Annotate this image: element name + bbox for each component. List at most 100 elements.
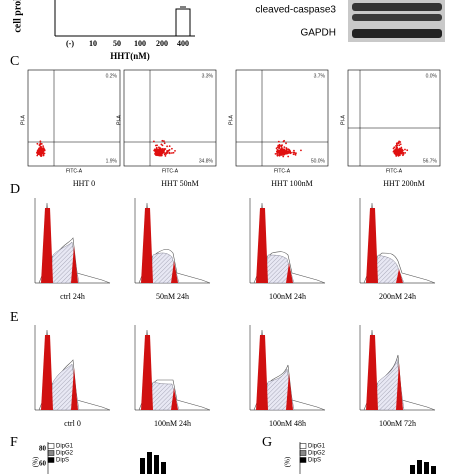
band [352, 3, 442, 11]
axis-label: FITC-A [66, 168, 83, 174]
cell-dot [395, 152, 398, 154]
cell-dot [42, 154, 45, 157]
cell-dot [399, 143, 402, 146]
panel-label: F [10, 435, 18, 450]
cell-dot [168, 151, 171, 154]
cell-dot [155, 146, 158, 149]
caption: 100nM 24h [269, 292, 306, 301]
caption: 100nM 72h [379, 419, 416, 428]
s-phase [263, 254, 295, 284]
cell-dot [279, 148, 282, 151]
g1-peak [366, 335, 378, 410]
axis-label: PI-A [116, 114, 122, 124]
cell-dot [395, 142, 398, 145]
cell-dot [161, 139, 164, 142]
cell-dot [43, 152, 46, 155]
cell-dot [163, 148, 166, 151]
cell-dot [293, 149, 295, 152]
g1-peak [41, 208, 53, 283]
g1-peak [41, 335, 53, 410]
cell-cycle-histogram: 100nM 72h [359, 325, 436, 428]
x-tick-label: 10 [89, 39, 97, 48]
percent: 0.0% [426, 73, 438, 79]
cell-cycle-histogram: 200nM 24h [359, 198, 436, 301]
cell-dot [37, 148, 40, 151]
cell-dot [287, 155, 290, 158]
cell-dot [164, 153, 167, 155]
x-tick-label: 100 [134, 39, 146, 48]
cell-dot [157, 151, 160, 154]
bar [161, 462, 166, 474]
cell-dot [159, 149, 162, 152]
cell-dot [162, 150, 165, 153]
cell-dot [398, 149, 401, 152]
caption: HHT 200nM [383, 179, 424, 188]
cell-dot [399, 152, 402, 155]
caption: HHT 100nM [271, 179, 312, 188]
cell-dot [398, 154, 401, 157]
cell-dot [396, 147, 398, 150]
y-tick-label: 60 [39, 460, 47, 468]
cell-cycle-histogram: ctrl 24h [34, 198, 111, 301]
s-phase [148, 252, 180, 284]
cell-cycle-histogram: 100nM 48h [249, 325, 326, 428]
panel-label: E [10, 310, 19, 325]
caption: 200nM 24h [379, 292, 416, 301]
cell-dot [277, 150, 280, 153]
cell-dot [158, 150, 160, 152]
cell-dot [172, 151, 175, 154]
s-phase [373, 254, 405, 284]
panel-label: C [10, 54, 19, 69]
cell-dot [166, 149, 169, 152]
cell-dot [404, 148, 406, 151]
cell-dot [161, 148, 164, 150]
cell-dot [395, 149, 397, 152]
legend-label: DipG1 [56, 444, 74, 450]
cell-dot [404, 151, 407, 154]
panel-label: D [10, 182, 20, 197]
caption: ctrl 24h [60, 292, 85, 301]
blot-label: GAPDH [300, 28, 336, 39]
cell-dot [41, 150, 43, 153]
cell-dot [38, 151, 41, 154]
cell-cycle-histogram: 100nM 24h [134, 325, 211, 428]
g2-peak [396, 363, 403, 410]
bar [147, 452, 152, 474]
cell-dot [396, 144, 399, 147]
x-tick-label: 200 [156, 39, 168, 48]
cell-dot [279, 151, 281, 154]
s-phase [263, 368, 295, 411]
cell-dot [38, 149, 41, 152]
bar [424, 462, 429, 474]
cell-dot [278, 144, 281, 147]
legend-swatch [299, 450, 307, 456]
g2-peak [286, 373, 293, 410]
y-label: cell proli [12, 0, 23, 33]
s-phase [48, 241, 80, 284]
cell-dot [282, 150, 285, 153]
cell-dot [276, 154, 279, 157]
caption: 100nM 24h [154, 419, 191, 428]
flow-plot: 0.0% 56.7% PI-A FITC-A HHT 200nM [340, 69, 441, 188]
legend-swatch [47, 443, 55, 449]
x-tick-label: 50 [113, 39, 121, 48]
bar [431, 466, 436, 474]
cell-dot [158, 153, 161, 156]
s-phase [48, 363, 80, 411]
cell-dot [278, 154, 281, 157]
axis-label: FITC-A [162, 168, 179, 174]
cell-dot [280, 151, 283, 154]
cell-dot [42, 145, 45, 148]
band [352, 29, 442, 38]
cell-dot [161, 151, 164, 154]
cell-dot [39, 145, 42, 148]
bar [410, 465, 415, 474]
percent: 50.0% [311, 158, 326, 164]
cell-dot [39, 142, 42, 145]
caption: 100nM 48h [269, 419, 306, 428]
cell-dot [36, 154, 39, 157]
cell-cycle-histogram: 100nM 24h [249, 198, 326, 301]
cell-dot [392, 147, 395, 150]
western-blot: cleaved-caspase3 GAPDH [255, 0, 445, 42]
cell-dot [43, 148, 46, 151]
